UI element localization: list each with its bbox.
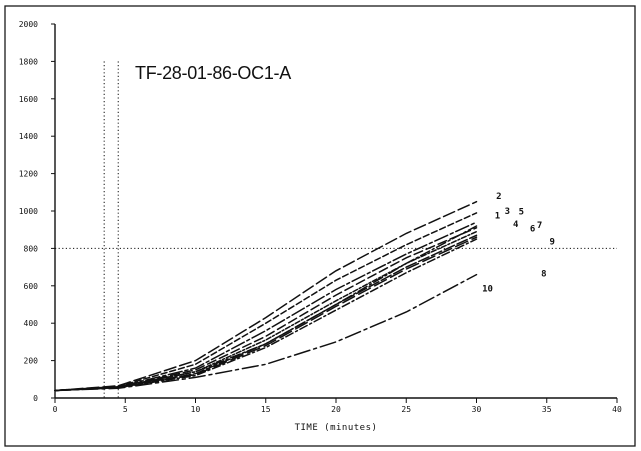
chart-title: TF-28-01-86-OC1-A: [135, 63, 291, 83]
x-tick-label: 20: [331, 405, 341, 414]
x-tick-label: 10: [191, 405, 201, 414]
series-label-5: 5: [519, 208, 524, 218]
series-line-5: [54, 227, 478, 392]
y-tick-label: 400: [24, 319, 39, 328]
y-tick-label: 200: [24, 357, 39, 366]
series-label-10: 10: [482, 284, 493, 294]
x-tick-label: 40: [612, 405, 622, 414]
chart-frame: [4, 5, 636, 447]
x-tick-label: 5: [123, 405, 128, 414]
series-label-2: 2: [496, 192, 501, 202]
reference-lines: [55, 61, 617, 398]
x-tick-label: 25: [401, 405, 411, 414]
x-tick-label: 0: [53, 405, 58, 414]
x-tick-label: 15: [261, 405, 271, 414]
y-tick-label: 2000: [19, 20, 38, 29]
series-label-6: 6: [530, 225, 535, 235]
series-label-8: 8: [541, 269, 546, 279]
y-tick-label: 1600: [19, 95, 38, 104]
y-tick-label: 1000: [19, 207, 38, 216]
x-axis-label: TIME (minutes): [295, 423, 378, 433]
y-tick-label: 1800: [19, 57, 38, 66]
y-tick-label: 0: [33, 394, 38, 403]
series-label-1: 1: [495, 211, 500, 221]
series-label-7: 7: [537, 221, 542, 231]
series-line-10: [54, 273, 478, 392]
axes: 0 5 10 15 20 25 30 35 40020040060080010001200140…: [19, 20, 622, 414]
y-tick-label: 1400: [19, 132, 38, 141]
y-tick-label: 800: [24, 244, 39, 253]
series-label-9: 9: [550, 238, 555, 248]
series-label-3: 3: [505, 207, 510, 217]
series-label-4: 4: [513, 220, 519, 230]
y-tick-label: 600: [24, 282, 39, 291]
x-tick-label: 30: [472, 405, 482, 414]
y-tick-label: 1200: [19, 170, 38, 179]
x-tick-label: 35: [542, 405, 552, 414]
